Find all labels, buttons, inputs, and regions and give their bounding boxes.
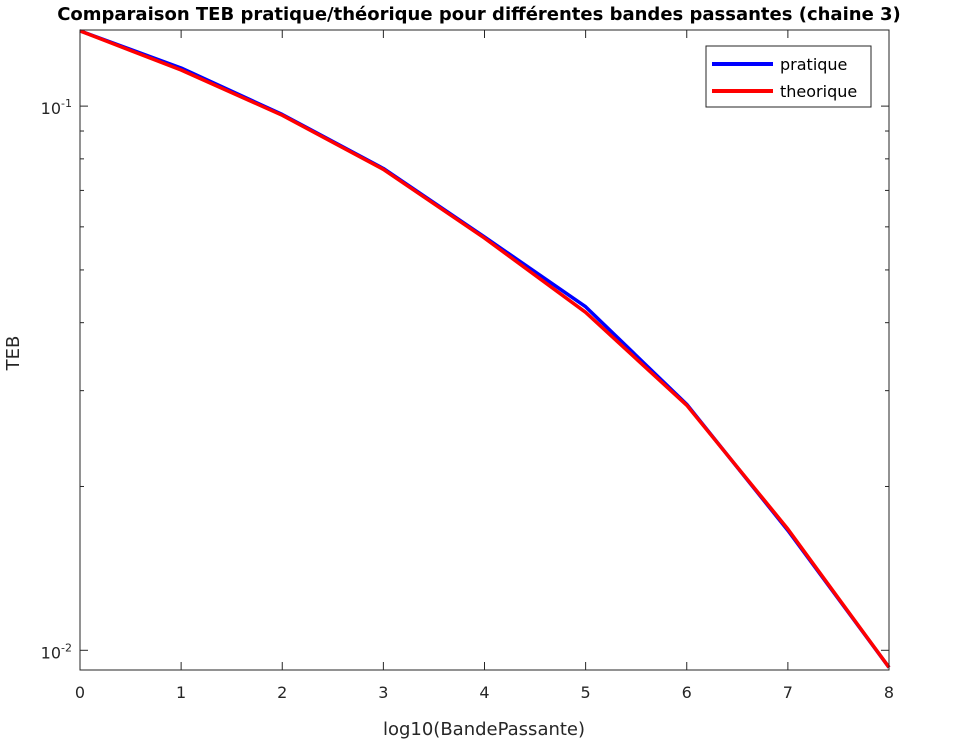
legend-label: theorique: [780, 82, 857, 101]
tick-labels: 0 1 2 3 4 5 6 7 8 10-2 10-1: [41, 97, 894, 702]
plot-area: [80, 30, 889, 670]
x-tick-label: 2: [277, 683, 287, 702]
legend: pratique theorique: [705, 45, 872, 108]
plot-frame: [79, 29, 890, 671]
y-tick-label: 10-1: [41, 97, 72, 118]
x-axis-label: log10(BandePassante): [383, 719, 585, 740]
y-axis-label: TEB: [3, 336, 24, 372]
x-tick-label: 5: [581, 683, 591, 702]
legend-box: [705, 45, 872, 108]
x-tick-label: 4: [479, 683, 489, 702]
x-tick-label: 3: [378, 683, 388, 702]
x-tick-label: 6: [682, 683, 692, 702]
legend-label: pratique: [780, 55, 847, 74]
x-tick-label: 0: [75, 683, 85, 702]
series-line-theorique: [79, 29, 891, 669]
series-lines: [79, 29, 891, 669]
x-tick-label: 1: [176, 683, 186, 702]
x-tick-label: 7: [783, 683, 793, 702]
chart-title: Comparaison TEB pratique/théorique pour …: [57, 4, 901, 25]
y-tick-label: 10-2: [41, 641, 72, 662]
x-tick-label: 8: [884, 683, 894, 702]
